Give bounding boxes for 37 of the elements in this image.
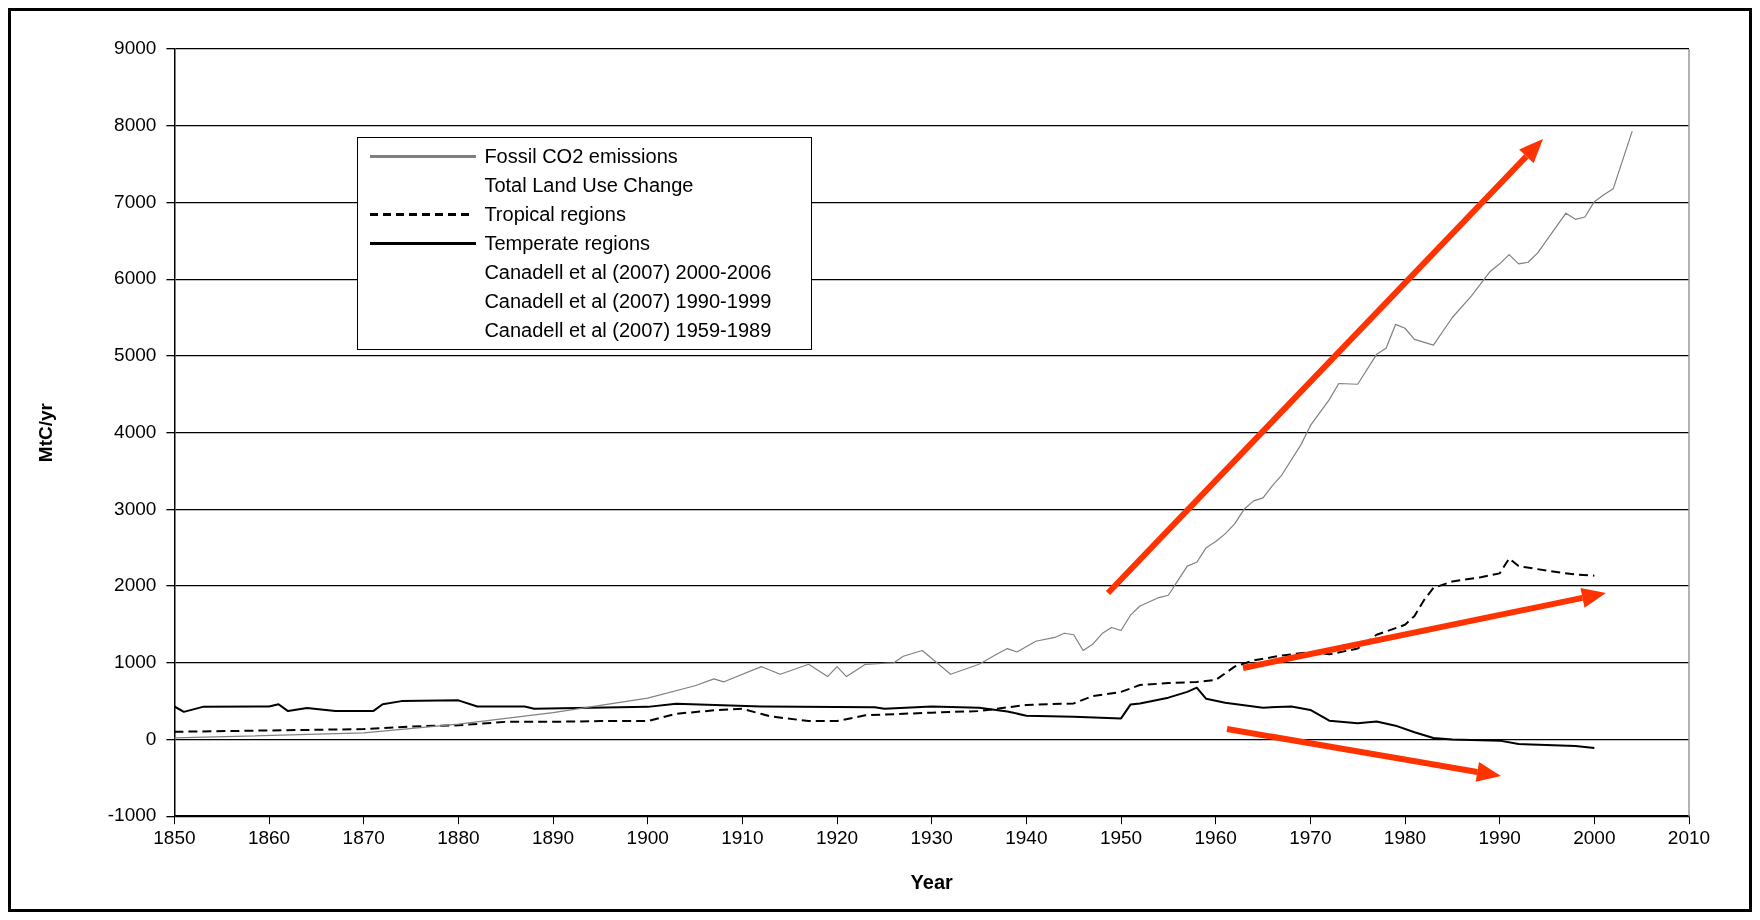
legend-label: Fossil CO2 emissions [484,144,678,169]
x-tick-label: 1930 [910,826,953,848]
x-tick-label: 1990 [1478,826,1521,848]
text: Canadell et al (2007) 1990-1999 [484,290,772,312]
text: Total Land Use Change [484,174,694,196]
x-tick-label: 1890 [531,826,575,848]
y-tick-label: 4000 [114,420,157,442]
y-tick-label: -1000 [107,804,157,826]
y-tick-label: 6000 [114,267,157,289]
y-tick-label: 5000 [114,344,157,366]
x-tick-label: 1870 [342,826,385,848]
y-tick-label: 3000 [114,497,157,519]
legend-label: Temperate regions [484,231,651,256]
text: Canadell et al (2007) 1959-1989 [484,319,772,341]
x-tick-label: 1860 [247,826,291,848]
y-axis-title: MtC/yr [34,402,56,463]
legend-label: Tropical regions [484,202,626,227]
x-tick-label: 1880 [437,826,480,848]
x-tick-label: 1940 [1005,826,1048,848]
y-tick-label: 0 [145,727,157,749]
x-tick-label: 1910 [721,826,764,848]
x-axis-title: Year [910,870,954,893]
x-tick-label: 1850 [153,826,196,848]
x-tick-label: 2010 [1667,826,1711,848]
y-tick-label: 9000 [114,37,157,59]
x-tick-label: 1980 [1383,826,1427,848]
y-tick-label: 2000 [114,574,157,596]
y-tick-label: 7000 [114,190,157,212]
text: Canadell et al (2007) 2000-2006 [484,261,772,283]
x-tick-label: 1920 [815,826,859,848]
y-tick-label: 1000 [114,650,157,672]
x-tick-label: 2000 [1573,826,1616,848]
y-tick-label: 8000 [114,113,157,135]
x-tick-label: 1970 [1289,826,1332,848]
x-tick-label: 1900 [626,826,669,848]
x-tick-label: 1960 [1194,826,1237,848]
x-tick-label: 1950 [1099,826,1143,848]
